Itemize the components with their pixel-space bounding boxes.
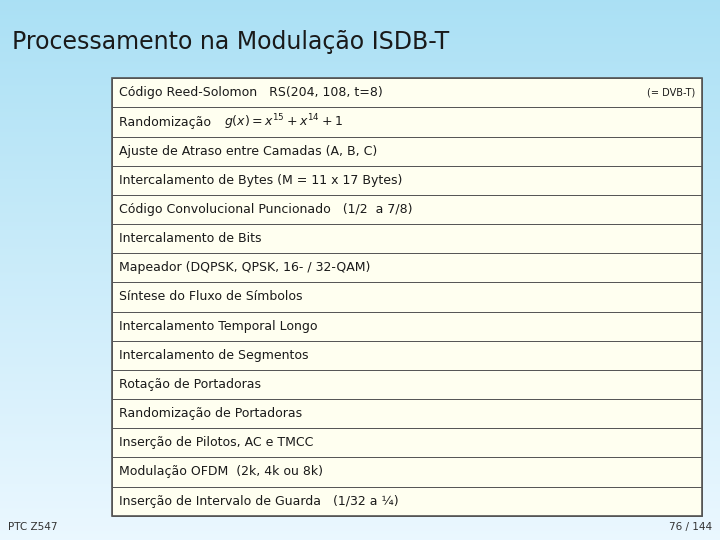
Text: (= DVB-T): (= DVB-T) (647, 88, 695, 98)
Text: Randomização de Portadoras: Randomização de Portadoras (119, 407, 302, 420)
Bar (112, 137, 702, 166)
Bar (112, 78, 702, 107)
Bar (112, 253, 702, 282)
Text: Randomização: Randomização (119, 116, 222, 129)
Text: Processamento na Modulação ISDB-T: Processamento na Modulação ISDB-T (12, 30, 449, 54)
Bar (112, 428, 702, 457)
Bar (112, 166, 702, 195)
Text: Síntese do Fluxo de Símbolos: Síntese do Fluxo de Símbolos (119, 291, 302, 303)
Bar (112, 487, 702, 516)
Text: Mapeador (DQPSK, QPSK, 16- / 32-QAM): Mapeador (DQPSK, QPSK, 16- / 32-QAM) (119, 261, 370, 274)
Bar (112, 78, 702, 516)
Bar (112, 312, 702, 341)
Text: Inserção de Pilotos, AC e TMCC: Inserção de Pilotos, AC e TMCC (119, 436, 313, 449)
Bar (112, 195, 702, 224)
Text: Código Convolucional Puncionado   (1/2  a 7/8): Código Convolucional Puncionado (1/2 a 7… (119, 203, 412, 216)
Text: 76 / 144: 76 / 144 (669, 522, 712, 532)
Bar (112, 107, 702, 137)
Text: Intercalamento de Bytes (M = 11 x 17 Bytes): Intercalamento de Bytes (M = 11 x 17 Byt… (119, 174, 402, 187)
Bar (112, 370, 702, 399)
Text: $g(x) = x^{15} + x^{14} + 1$: $g(x) = x^{15} + x^{14} + 1$ (224, 112, 343, 132)
Text: Inserção de Intervalo de Guarda   (1/32 a ¼): Inserção de Intervalo de Guarda (1/32 a … (119, 495, 398, 508)
Bar (112, 399, 702, 428)
Text: Ajuste de Atraso entre Camadas (A, B, C): Ajuste de Atraso entre Camadas (A, B, C) (119, 145, 377, 158)
Bar (112, 457, 702, 487)
Bar (112, 282, 702, 312)
Text: Modulação OFDM  (2k, 4k ou 8k): Modulação OFDM (2k, 4k ou 8k) (119, 465, 323, 478)
Text: Intercalamento de Segmentos: Intercalamento de Segmentos (119, 349, 308, 362)
Text: Código Reed-Solomon   RS(204, 108, t=8): Código Reed-Solomon RS(204, 108, t=8) (119, 86, 382, 99)
Text: Intercalamento Temporal Longo: Intercalamento Temporal Longo (119, 320, 317, 333)
Text: PTC Z547: PTC Z547 (8, 522, 58, 532)
Text: Intercalamento de Bits: Intercalamento de Bits (119, 232, 261, 245)
Text: Rotação de Portadoras: Rotação de Portadoras (119, 378, 261, 391)
Bar (112, 341, 702, 370)
Bar (112, 224, 702, 253)
